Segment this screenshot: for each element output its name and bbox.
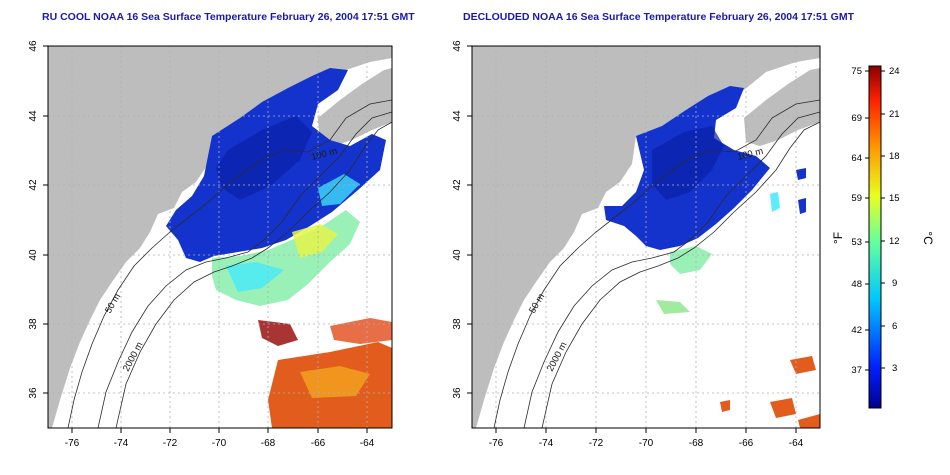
fahrenheit-tick-label: 53 [851,237,862,248]
celsius-tick-label: 21 [889,109,900,120]
left-lat-label: 42 [28,179,39,191]
left-map-panel: 100 m 50 m 2000 m -76 -74 -72 -70 -68 -6… [28,40,393,449]
left-sst-warm-patches [258,318,392,428]
left-lon-label: -76 [65,438,80,449]
left-sst-cyan-streak [226,174,360,292]
celsius-tick-label: 3 [892,363,897,374]
right-sst-cold-deep [652,126,724,200]
right-lat-label: 38 [452,318,463,330]
left-lon-label: -68 [261,438,276,449]
right-sst-green-patch [670,246,712,274]
left-map-frame [47,45,393,429]
colorbar: 75 69 64 59 53 48 42 37 24 21 18 15 12 9… [831,65,935,409]
left-lat-axis [43,45,48,394]
left-lat-label: 36 [28,387,39,399]
right-map-title: DECLOUDED NOAA 16 Sea Surface Temperatur… [463,11,854,23]
right-lon-label: -72 [589,438,604,449]
left-lat-label: 46 [28,40,39,52]
right-lon-label: -70 [639,438,654,449]
fahrenheit-tick-label: 48 [851,279,862,290]
left-lon-label: -70 [212,438,227,449]
left-lon-label: -64 [360,438,375,449]
left-lat-label: 40 [28,249,39,261]
colorbar-right-ticks [881,70,885,369]
right-lon-axis [495,428,797,433]
fahrenheit-tick-label: 42 [851,325,862,336]
left-lat-label: 44 [28,110,39,122]
right-lat-label: 40 [452,249,463,261]
right-lat-label: 36 [452,387,463,399]
left-land [48,46,392,428]
left-grid [48,46,392,428]
celsius-unit-label: °C [921,231,935,245]
right-lon-label: -64 [789,438,804,449]
celsius-tick-label: 18 [889,151,900,162]
right-land-nova-scotia [744,68,820,146]
fahrenheit-tick-label: 75 [851,66,862,77]
celsius-tick-label: 15 [889,193,900,204]
colorbar-gradient [868,65,882,409]
right-lon-label: -68 [689,438,704,449]
right-lat-label: 44 [452,110,463,122]
right-lon-label: -76 [489,438,504,449]
right-grid [472,46,820,428]
celsius-tick-label: 9 [892,278,897,289]
left-lon-label: -74 [114,438,129,449]
left-lat-label: 38 [28,318,39,330]
right-bathymetry [493,99,820,428]
celsius-tick-label: 12 [889,236,900,247]
fahrenheit-tick-label: 59 [851,193,862,204]
left-land-nova-scotia [318,68,392,146]
right-sst-blue-spots [796,168,806,214]
celsius-tick-label: 24 [889,66,900,77]
left-lon-label: -66 [311,438,326,449]
left-lon-axis [71,428,368,433]
right-lat-label: 46 [452,40,463,52]
right-lon-label: -74 [539,438,554,449]
right-sst-cyan-spot [770,192,780,212]
fahrenheit-unit-label: °F [831,232,845,244]
right-land [472,46,820,428]
left-bathymetry [67,99,392,428]
left-lon-label: -72 [163,438,178,449]
left-map-title: RU COOL NOAA 16 Sea Surface Temperature … [42,11,415,23]
right-sst-warm-patches [720,356,820,428]
right-sst-green-speck [656,300,690,314]
right-lat-axis [467,45,472,394]
right-map-panel: 100 m 50 m 2000 m -76 -74 -72 -70 -68 -6… [452,40,821,449]
fahrenheit-tick-label: 37 [851,365,862,376]
left-sst-yellow-band [292,224,338,258]
right-lat-label: 42 [452,179,463,191]
fahrenheit-tick-label: 69 [851,113,862,124]
celsius-tick-label: 6 [892,321,897,332]
fahrenheit-tick-label: 64 [851,153,862,164]
right-lon-label: -66 [739,438,754,449]
colorbar-left-ticks [865,70,869,371]
